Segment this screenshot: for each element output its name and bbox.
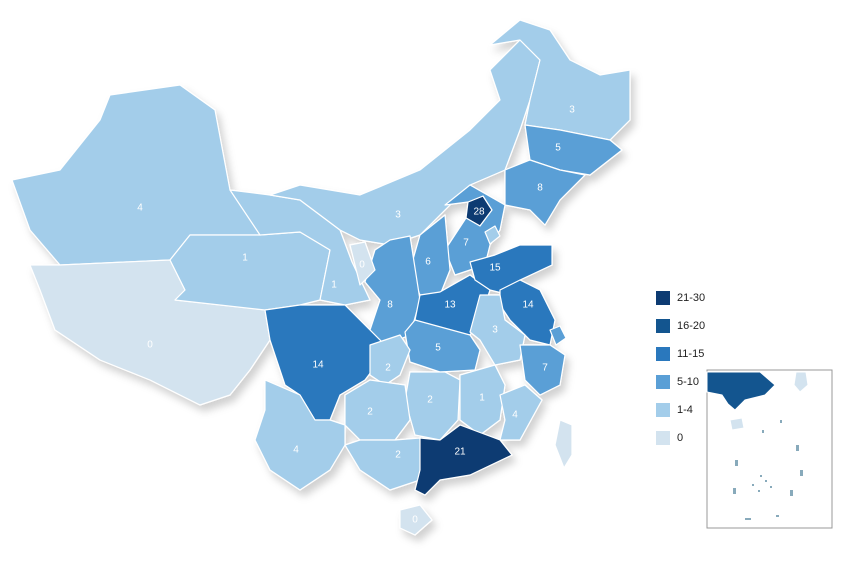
region-value: 5	[435, 343, 441, 354]
region-value: 2	[395, 450, 401, 461]
region-shape	[484, 225, 501, 245]
region-value: 4	[512, 410, 518, 421]
region	[349, 241, 376, 286]
region-value: 0	[147, 340, 153, 351]
region	[519, 344, 566, 396]
region-value: 6	[425, 257, 431, 268]
region-value: 2	[385, 363, 391, 374]
region-value: 15	[489, 263, 501, 274]
island-shape	[554, 419, 573, 469]
region	[499, 384, 543, 441]
region	[444, 184, 506, 276]
legend-swatch	[656, 431, 670, 445]
region-value: 14	[522, 300, 534, 311]
region	[489, 19, 631, 141]
legend-swatch	[656, 403, 670, 417]
region-value: 7	[463, 238, 469, 249]
region-value: 0	[412, 515, 418, 526]
region-value: 3	[492, 325, 498, 336]
region	[269, 39, 541, 246]
region-value: 4	[137, 203, 143, 214]
legend-swatch	[656, 375, 670, 389]
region-value: 4	[293, 445, 299, 456]
region-value: 3	[395, 210, 401, 221]
legend-label: 1-4	[677, 404, 693, 416]
legend-label: 16-20	[677, 320, 705, 332]
region-shape	[549, 325, 567, 346]
region-value: 1	[331, 280, 337, 291]
region	[404, 319, 481, 373]
region-value: 2	[427, 395, 433, 406]
region-value: 8	[387, 300, 393, 311]
legend-label: 11-15	[677, 348, 704, 360]
regions	[11, 19, 631, 536]
legend-label: 0	[677, 432, 683, 444]
legend-swatch	[656, 291, 670, 305]
region-value: 1	[242, 253, 248, 264]
legend: 21-30 16-20 11-15 5-10 1-4 0	[656, 291, 705, 445]
region-value: 0	[359, 260, 365, 271]
region	[264, 304, 386, 421]
region	[459, 364, 506, 436]
region	[169, 231, 331, 311]
region-value: 14	[312, 360, 324, 371]
region-value: 5	[555, 143, 561, 154]
inset	[706, 369, 833, 529]
region-value: 2	[367, 407, 373, 418]
region	[469, 244, 553, 296]
region	[404, 371, 461, 441]
region	[504, 159, 586, 226]
region-value: 28	[473, 207, 485, 218]
region	[469, 294, 526, 366]
region	[344, 379, 411, 441]
region-value: 21	[454, 447, 466, 458]
region	[254, 379, 346, 491]
region-value: 1	[479, 393, 485, 404]
region-value: 7	[542, 363, 548, 374]
legend-label: 5-10	[677, 376, 699, 388]
legend-swatch	[656, 347, 670, 361]
region-value: 13	[444, 300, 456, 311]
region-value: 8	[537, 183, 543, 194]
legend-swatch	[656, 319, 670, 333]
region	[399, 504, 433, 536]
region	[369, 334, 411, 386]
legend-label: 21-30	[677, 292, 705, 304]
region-value: 3	[569, 105, 575, 116]
region	[414, 424, 513, 496]
